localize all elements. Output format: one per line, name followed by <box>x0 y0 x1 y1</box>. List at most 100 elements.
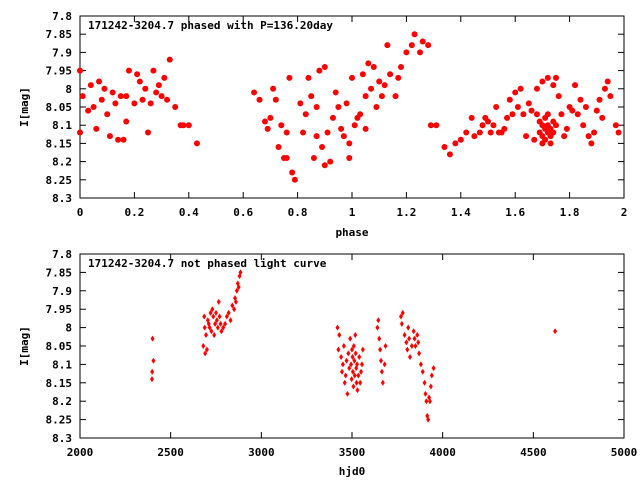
data-point <box>230 302 235 309</box>
data-point <box>87 82 94 89</box>
data-point <box>359 361 364 368</box>
data-point <box>202 313 207 320</box>
data-point <box>164 96 171 103</box>
data-point <box>267 114 274 121</box>
data-point <box>335 324 340 331</box>
data-point <box>380 379 385 386</box>
data-point <box>370 63 377 70</box>
data-point <box>362 125 369 132</box>
data-point <box>297 100 304 107</box>
data-point <box>316 67 323 74</box>
y-tick-label: 8.25 <box>46 174 73 187</box>
data-point <box>150 368 155 375</box>
data-point <box>337 331 342 338</box>
data-point <box>172 104 179 110</box>
data-point <box>615 129 622 136</box>
data-point <box>533 111 540 118</box>
data-point <box>321 63 328 70</box>
data-point <box>155 82 162 89</box>
data-point <box>399 320 404 327</box>
y-tick-label: 8 <box>65 83 72 96</box>
y-tick-label: 7.85 <box>46 28 73 41</box>
data-point <box>596 96 603 103</box>
data-point <box>211 313 216 320</box>
unphased-light-curve-panel: 7.8 7.85 7.9 7.95 8 8.05 8.1 8.15 8.2 8.25 8.32000… <box>18 248 637 478</box>
data-point <box>377 335 382 342</box>
data-point <box>342 379 347 386</box>
data-point <box>131 100 138 107</box>
data-point <box>136 78 143 85</box>
data-point <box>525 100 532 107</box>
y-tick-label: 8.1 <box>52 119 72 132</box>
data-point <box>351 343 356 349</box>
data-point <box>403 49 410 56</box>
data-point <box>490 122 497 129</box>
y-tick-label: 7.8 <box>52 10 72 23</box>
data-point <box>350 354 355 361</box>
data-point <box>547 140 554 147</box>
data-point <box>343 372 348 379</box>
data-point <box>368 85 375 92</box>
data-point <box>533 85 540 92</box>
data-point <box>406 324 411 331</box>
data-point <box>261 118 268 125</box>
y-tick-label: 8.2 <box>52 156 72 169</box>
data-point <box>352 357 357 364</box>
data-point <box>375 324 380 331</box>
data-point <box>358 379 363 386</box>
data-point <box>350 346 354 353</box>
data-point <box>407 335 412 342</box>
y-tick-label: 8.05 <box>46 340 73 353</box>
data-point <box>418 361 423 368</box>
data-point <box>217 313 222 320</box>
data-point <box>427 122 434 129</box>
data-point <box>77 67 83 74</box>
data-point <box>201 343 206 349</box>
data-point <box>569 107 576 114</box>
x-tick-label: 0.2 <box>124 206 144 219</box>
y-tick-label: 8.2 <box>52 395 72 408</box>
data-point <box>383 343 388 349</box>
data-point <box>324 129 331 136</box>
data-point <box>384 42 391 49</box>
data-point <box>452 140 459 147</box>
data-point <box>278 122 285 129</box>
data-point <box>340 368 345 375</box>
data-point <box>349 361 354 368</box>
x-tick-label: 1.4 <box>451 206 471 219</box>
data-point <box>202 324 207 331</box>
data-point <box>308 93 315 100</box>
data-point <box>145 129 151 136</box>
data-point <box>347 365 352 372</box>
data-point <box>204 331 209 338</box>
y-tick-label: 8 <box>65 322 72 335</box>
data-point <box>209 328 214 335</box>
y-tick-label: 8.15 <box>46 377 73 390</box>
data-point <box>300 129 307 136</box>
data-point <box>340 133 347 140</box>
data-point <box>555 93 562 100</box>
data-point <box>476 129 483 136</box>
data-point <box>142 85 149 92</box>
data-point <box>218 320 223 327</box>
data-point <box>226 309 231 316</box>
x-tick-label: 3500 <box>339 446 366 459</box>
y-axis-label: I[mag] <box>18 326 31 366</box>
data-point <box>134 71 141 78</box>
data-point <box>351 122 358 129</box>
data-point <box>349 74 355 81</box>
data-point <box>542 136 549 143</box>
data-point <box>588 140 595 147</box>
data-point <box>431 365 436 372</box>
data-point <box>509 111 516 118</box>
x-tick-label: 4500 <box>520 446 547 459</box>
data-point <box>355 361 360 368</box>
data-point <box>412 335 417 342</box>
data-point <box>208 309 213 316</box>
data-point <box>582 104 589 110</box>
data-point <box>572 82 579 89</box>
data-point <box>139 96 146 103</box>
data-point <box>264 125 271 132</box>
data-point <box>204 346 209 353</box>
x-tick-label: 0.6 <box>233 206 253 219</box>
